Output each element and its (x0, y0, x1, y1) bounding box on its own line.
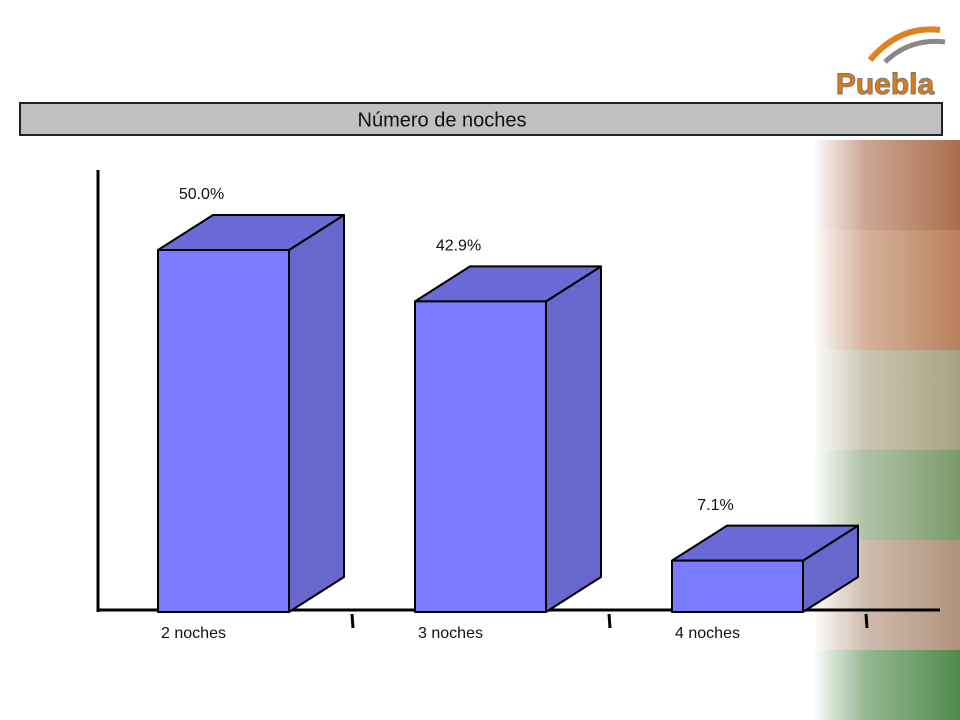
bar (414, 300, 547, 613)
logo-swoosh (883, 38, 946, 64)
x-tick-label: 2 noches (161, 625, 226, 642)
tick-mark (607, 613, 612, 629)
bar (671, 559, 804, 614)
value-label: 42.9% (436, 238, 481, 255)
photo-strip (812, 140, 960, 720)
logo-text: Puebla (836, 68, 935, 101)
value-label: 7.1% (697, 497, 733, 514)
chart-title: Número de noches (358, 109, 527, 131)
logo-swoosh (867, 26, 941, 62)
value-label: 50.0% (179, 186, 224, 203)
tick-mark (350, 613, 355, 629)
bar-side (545, 265, 602, 613)
tick-mark (864, 613, 869, 629)
x-tick-label: 4 noches (675, 625, 740, 642)
bar (157, 249, 290, 613)
title-bar (19, 102, 943, 136)
logo: Puebla (835, 26, 946, 101)
photo-fade (812, 140, 960, 720)
bar-side (288, 214, 345, 613)
x-tick-label: 3 noches (418, 625, 483, 642)
